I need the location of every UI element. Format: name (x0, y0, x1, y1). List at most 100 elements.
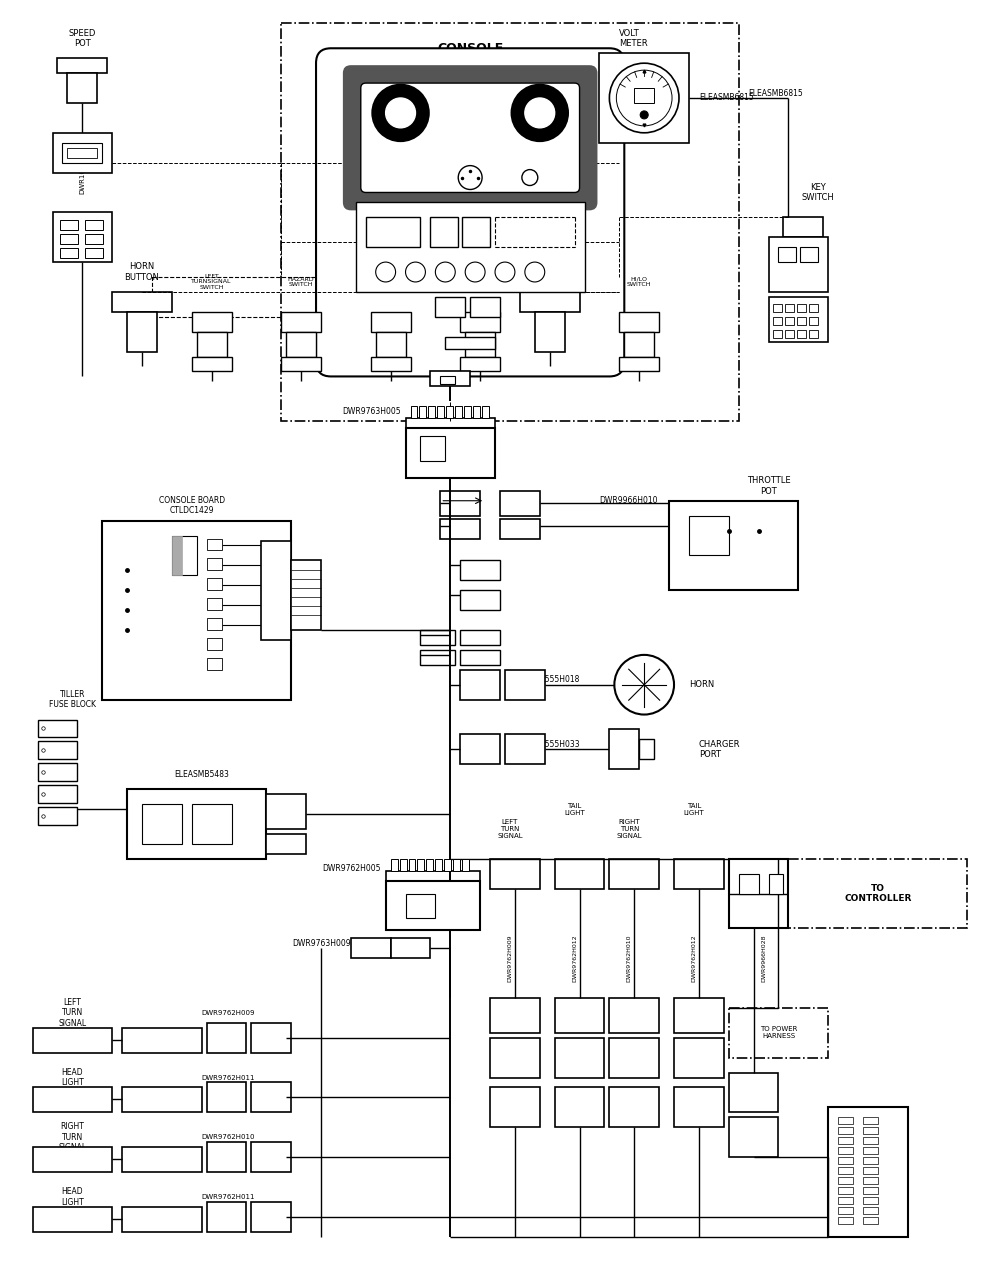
Bar (386, 881, 480, 930)
Text: DWR9966H028: DWR9966H028 (761, 935, 766, 982)
Bar (122, 1028, 202, 1053)
Bar (38, 807, 77, 825)
Bar (535, 312, 565, 351)
Bar (624, 332, 654, 356)
Bar (462, 859, 469, 870)
Bar (417, 859, 424, 870)
Bar (426, 859, 433, 870)
Bar (62, 143, 102, 162)
Bar (207, 639, 222, 650)
Bar (207, 1022, 246, 1053)
Circle shape (525, 262, 545, 283)
Text: HORN
BUTTON: HORN BUTTON (532, 262, 567, 281)
Text: HEAD
LIGHT: HEAD LIGHT (61, 1068, 84, 1087)
Bar (785, 329, 794, 337)
Bar (406, 428, 495, 478)
Text: VOLT
METER: VOLT METER (619, 29, 648, 48)
Bar (356, 203, 585, 291)
Bar (863, 1216, 878, 1224)
Bar (286, 332, 316, 356)
Text: TO
CONTROLLER: TO CONTROLLER (844, 884, 912, 903)
Bar (797, 329, 806, 337)
Text: HEADLIGHT
SWITCH: HEADLIGHT SWITCH (372, 276, 409, 288)
Bar (435, 296, 465, 317)
Bar (207, 1142, 246, 1172)
Bar (291, 560, 321, 630)
Bar (482, 407, 489, 418)
Bar (674, 1038, 724, 1077)
Bar (207, 618, 222, 630)
Bar (207, 658, 222, 670)
Circle shape (373, 85, 428, 141)
Bar (838, 1177, 853, 1183)
Bar (619, 356, 659, 371)
Bar (773, 304, 782, 312)
Bar (460, 650, 500, 665)
Bar (376, 332, 406, 356)
Bar (863, 1138, 878, 1144)
Bar (619, 312, 659, 332)
Text: TAIL
LIGHT: TAIL LIGHT (564, 802, 585, 816)
Bar (192, 312, 232, 332)
Bar (460, 312, 500, 332)
Bar (251, 1142, 291, 1172)
Text: TILLER
FUSE BLOCK: TILLER FUSE BLOCK (49, 691, 96, 710)
Bar (192, 805, 232, 844)
Bar (207, 1202, 246, 1232)
Bar (67, 148, 97, 157)
Bar (444, 859, 451, 870)
Text: KEY
SWITCH: KEY SWITCH (802, 182, 835, 203)
Text: RIGHT
TURN
SIGNAL: RIGHT TURN SIGNAL (58, 1123, 86, 1152)
Text: DWR9762H010: DWR9762H010 (627, 935, 632, 982)
Bar (809, 329, 818, 337)
Bar (60, 234, 78, 245)
Bar (38, 786, 77, 803)
Bar (85, 248, 103, 258)
Text: HI/LO
SWITCH: HI/LO SWITCH (627, 276, 651, 288)
Bar (428, 407, 435, 418)
Text: DWR9762H009: DWR9762H009 (507, 934, 512, 982)
Bar (52, 213, 112, 262)
Bar (411, 407, 417, 418)
Bar (435, 859, 442, 870)
Bar (207, 559, 222, 570)
Circle shape (616, 70, 672, 125)
Bar (490, 1038, 540, 1077)
Text: RIGHT
TURN
SIGNAL: RIGHT TURN SIGNAL (616, 818, 642, 839)
Bar (599, 53, 689, 143)
Bar (490, 859, 540, 888)
Circle shape (386, 98, 415, 128)
Text: HAZARD
SWITCH: HAZARD SWITCH (288, 276, 314, 288)
Bar (85, 220, 103, 231)
Bar (207, 578, 222, 590)
Bar (60, 220, 78, 231)
Text: ELEASMB6815: ELEASMB6815 (699, 94, 754, 103)
Bar (251, 1022, 291, 1053)
Bar (739, 874, 759, 893)
Bar (674, 859, 724, 888)
Bar (420, 436, 445, 461)
Circle shape (376, 262, 396, 283)
Bar (351, 939, 391, 958)
Text: CONSOLE BOARD
CTLDC1429: CONSOLE BOARD CTLDC1429 (159, 495, 225, 516)
Bar (609, 998, 659, 1033)
Bar (361, 277, 560, 317)
Bar (406, 893, 435, 919)
Bar (430, 218, 458, 247)
Text: HORN
BUTTON: HORN BUTTON (125, 262, 159, 281)
Bar (863, 1157, 878, 1164)
Text: ELEASMB5483: ELEASMB5483 (174, 770, 229, 779)
Bar (729, 1117, 778, 1157)
Bar (455, 407, 462, 418)
Bar (281, 23, 739, 421)
Bar (769, 296, 828, 342)
Bar (281, 356, 321, 371)
Bar (440, 518, 480, 538)
Bar (797, 317, 806, 324)
Bar (38, 720, 77, 737)
Bar (38, 741, 77, 759)
Bar (689, 516, 729, 555)
Bar (152, 277, 420, 317)
Bar (500, 490, 540, 516)
Bar (838, 1187, 853, 1194)
